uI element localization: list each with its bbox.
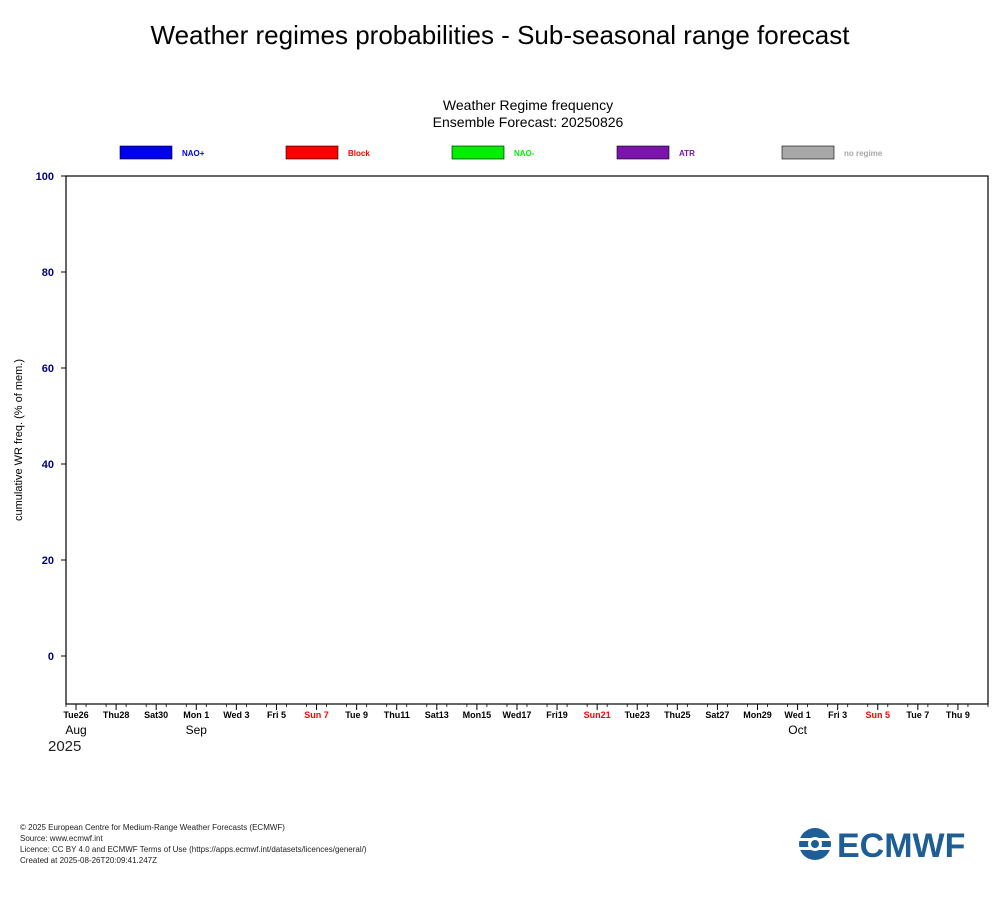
x-tick-label: Tue 7	[906, 710, 929, 720]
footer-source: Source: www.ecmwf.int	[20, 834, 103, 843]
page-title: Weather regimes probabilities - Sub-seas…	[150, 20, 850, 50]
x-tick-label: Sat27	[705, 710, 729, 720]
x-tick-label: Fri19	[546, 710, 568, 720]
footer-licence: Licence: CC BY 4.0 and ECMWF Terms of Us…	[20, 845, 367, 854]
legend-label-1: Block	[348, 149, 370, 158]
y-tick-label: 100	[36, 171, 54, 183]
x-tick-label: Tue 9	[345, 710, 368, 720]
footer-copyright: © 2025 European Centre for Medium-Range …	[20, 823, 285, 832]
x-tick-label: Tue23	[625, 710, 650, 720]
legend-swatch-1	[285, 145, 339, 160]
y-tick-label: 60	[42, 363, 54, 375]
ecmwf-logo-mark	[799, 828, 831, 860]
x-tick-label: Thu25	[664, 710, 691, 720]
legend-swatch-4	[781, 145, 835, 160]
x-tick-label: Wed17	[503, 710, 532, 720]
month-label: Aug	[65, 723, 86, 737]
y-axis-label: cumulative WR freq. (% of mem.)	[13, 359, 25, 521]
chart-title: Weather Regime frequency	[443, 97, 613, 113]
x-tick-label: Wed 3	[223, 710, 249, 720]
x-tick-label: Thu 9	[946, 710, 970, 720]
x-tick-label: Thu11	[384, 710, 410, 720]
x-tick-label: Fri 3	[828, 710, 847, 720]
legend-swatch-0	[119, 145, 173, 160]
x-tick-label: Mon 1	[183, 710, 209, 720]
x-tick-label: Sun21	[584, 710, 611, 720]
x-tick-label: Mon29	[743, 710, 772, 720]
x-tick-label: Thu28	[103, 710, 130, 720]
ecmwf-logo-text: ECMWF	[837, 827, 965, 865]
ecmwf-logo: ECMWF	[799, 827, 965, 865]
footer: © 2025 European Centre for Medium-Range …	[20, 822, 367, 866]
legend-label-0: NAO+	[182, 149, 205, 158]
month-label: Oct	[788, 723, 807, 737]
x-tick-label: Mon15	[463, 710, 492, 720]
year-label: 2025	[48, 738, 81, 755]
legend-swatch-2	[451, 145, 505, 160]
y-tick-label: 20	[42, 555, 54, 567]
x-tick-label: Sun 7	[304, 710, 329, 720]
y-tick-label: 40	[42, 459, 54, 471]
x-tick-label: Sun 5	[866, 710, 891, 720]
legend-label-4: no regime	[844, 149, 883, 158]
legend-swatch-3	[616, 145, 670, 160]
x-tick-label: Sat13	[425, 710, 449, 720]
x-tick-label: Sat30	[144, 710, 168, 720]
x-tick-label: Wed 1	[784, 710, 810, 720]
y-tick-label: 80	[42, 267, 54, 279]
month-label: Sep	[186, 723, 208, 737]
chart-subtitle: Ensemble Forecast: 20250826	[433, 114, 624, 130]
x-tick-label: Fri 5	[267, 710, 286, 720]
x-tick-label: Tue26	[63, 710, 88, 720]
weather-regime-chart: Weather Regime frequency Ensemble Foreca…	[13, 97, 989, 755]
legend-label-2: NAO-	[514, 149, 535, 158]
plot-frame	[65, 175, 989, 705]
legend-label-3: ATR	[679, 149, 695, 158]
y-tick-label: 0	[48, 651, 54, 663]
footer-created: Created at 2025-08-26T20:09:41.247Z	[20, 856, 157, 865]
